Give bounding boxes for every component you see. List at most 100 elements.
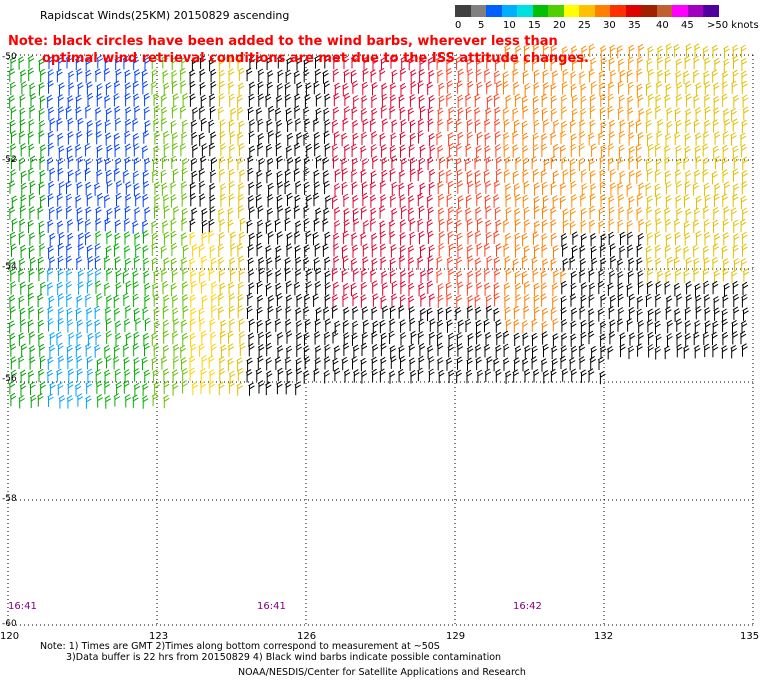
lon-label-126: 126 [297,631,317,642]
wind-barb [209,244,216,259]
wind-barb [323,370,330,384]
wind-barb [483,268,491,282]
wind-barb [483,68,491,83]
wind-barb [266,269,273,284]
wind-barb [160,93,167,108]
wind-barb [635,68,643,83]
wind-barb [114,368,121,382]
wind-barb [371,280,378,294]
wind-barb [521,232,528,247]
wind-barb [561,46,569,60]
wind-barb [560,233,568,247]
wind-barb [550,307,557,321]
wind-barb [48,206,55,220]
wind-barb [180,131,188,145]
wind-barb [673,308,681,322]
wind-barb [693,207,701,221]
wind-barb [465,369,473,384]
wind-barb [512,81,520,96]
wind-barb [503,56,510,70]
wind-barb [589,119,596,134]
wind-barb [247,106,254,121]
wind-barb [141,306,149,320]
wind-barb [703,94,711,108]
wind-barb [712,145,719,160]
wind-barb [626,69,633,83]
wind-barb [323,55,331,69]
wind-barb [132,170,140,184]
wind-barb [294,156,302,170]
wind-barb [447,106,455,120]
wind-barb [436,145,444,159]
wind-barb [56,193,63,207]
wind-barb [162,319,170,333]
wind-barb [248,119,256,133]
wind-barb [673,218,681,232]
wind-barb [123,245,131,259]
wind-barb [418,342,426,357]
wind-barb [237,293,244,308]
wind-barb [571,94,578,109]
wind-barb [711,331,718,346]
wind-barb [313,131,320,146]
wind-barb [113,344,120,359]
wind-barb [181,119,189,133]
wind-barb [150,55,158,70]
wind-barb [275,142,282,157]
wind-barb [456,232,463,246]
wind-barb [664,170,671,184]
wind-barb [277,69,284,83]
lat-label-56: -56 [2,374,17,384]
wind-barb [617,307,625,321]
wind-barb [369,118,376,132]
wind-barb [597,356,605,370]
wind-barb [552,269,560,284]
wind-barb [27,319,34,333]
wind-barb [418,94,425,109]
wind-barb [238,231,246,246]
wind-barb [218,168,226,183]
wind-barb [464,207,472,222]
wind-barb [665,306,672,320]
wind-barb [265,318,272,333]
wind-barb [436,69,444,84]
wind-barb [666,120,673,135]
legend-swatch [610,5,626,17]
wind-barb [65,268,73,282]
wind-barb [713,193,720,207]
wind-barb [417,130,424,144]
wind-barb [636,94,644,108]
wind-barb [342,332,350,346]
wind-barb [427,230,434,244]
wind-barb [486,95,493,109]
wind-barb [125,332,132,346]
wind-barb [466,295,474,309]
wind-barb [94,230,102,245]
wind-barb [28,268,35,283]
wind-barb [741,343,748,357]
wind-barb [379,230,386,245]
wind-barb [654,257,662,272]
wind-barb [217,293,225,307]
wind-barb [151,332,158,346]
wind-barb [513,332,520,347]
wind-barb [142,130,150,144]
wind-barb [504,255,511,270]
wind-barb [580,55,587,70]
wind-barb [341,268,348,283]
wind-barb [47,306,54,320]
wind-barb [208,267,215,282]
wind-barb [315,307,322,321]
wind-barb [456,180,464,194]
wind-barb [153,381,160,395]
wind-barb [608,330,616,345]
wind-barb [514,282,522,297]
wind-barb [474,257,482,271]
wind-barb [457,68,464,83]
wind-barb [28,206,36,220]
wind-barb [104,217,111,232]
wind-barb [589,170,596,184]
wind-barb [58,145,65,159]
wind-barb [217,106,225,120]
wind-barb [627,56,634,70]
